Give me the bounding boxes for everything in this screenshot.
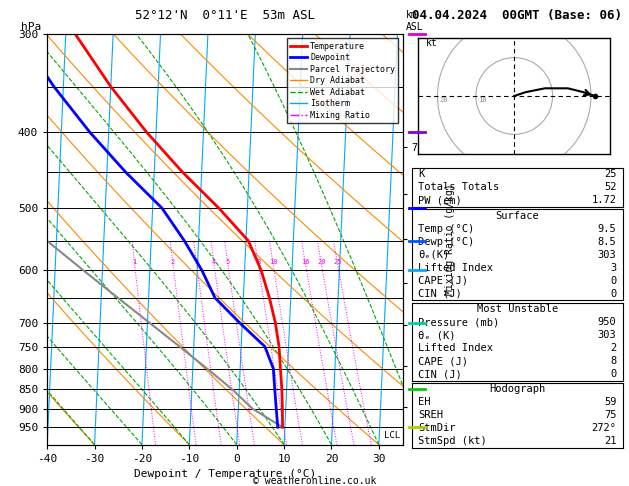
X-axis label: Dewpoint / Temperature (°C): Dewpoint / Temperature (°C) <box>134 469 316 479</box>
Text: θₑ(K): θₑ(K) <box>418 250 450 260</box>
Text: 75: 75 <box>604 411 616 420</box>
Text: Pressure (mb): Pressure (mb) <box>418 317 499 327</box>
Text: 8: 8 <box>610 356 616 366</box>
Text: Surface: Surface <box>496 210 539 221</box>
Text: Dewp (°C): Dewp (°C) <box>418 237 474 246</box>
Text: CIN (J): CIN (J) <box>418 289 462 298</box>
Text: 272°: 272° <box>591 423 616 434</box>
Text: Lifted Index: Lifted Index <box>418 262 493 273</box>
Text: 3: 3 <box>194 259 199 265</box>
Text: CIN (J): CIN (J) <box>418 369 462 379</box>
Text: 8: 8 <box>256 259 260 265</box>
Text: 52: 52 <box>604 182 616 192</box>
Text: Totals Totals: Totals Totals <box>418 182 499 192</box>
Text: 2: 2 <box>171 259 175 265</box>
Text: 2: 2 <box>610 343 616 353</box>
Text: Most Unstable: Most Unstable <box>477 304 558 314</box>
Text: 21: 21 <box>604 436 616 447</box>
Text: 303: 303 <box>598 250 616 260</box>
Text: 0: 0 <box>610 289 616 298</box>
Text: 52°12'N  0°11'E  53m ASL: 52°12'N 0°11'E 53m ASL <box>135 9 315 22</box>
Text: 0: 0 <box>610 369 616 379</box>
Text: CAPE (J): CAPE (J) <box>418 276 469 286</box>
Text: 25: 25 <box>333 259 342 265</box>
Text: 1: 1 <box>133 259 137 265</box>
Text: 0: 0 <box>610 276 616 286</box>
Text: 20: 20 <box>317 259 326 265</box>
Text: 1.72: 1.72 <box>591 195 616 205</box>
Text: EH: EH <box>418 398 431 407</box>
Text: 9.5: 9.5 <box>598 224 616 234</box>
Text: © weatheronline.co.uk: © weatheronline.co.uk <box>253 476 376 486</box>
Text: 4: 4 <box>212 259 216 265</box>
Text: CAPE (J): CAPE (J) <box>418 356 469 366</box>
Text: kt: kt <box>426 38 438 48</box>
Text: SREH: SREH <box>418 411 443 420</box>
Text: km
ASL: km ASL <box>406 10 423 32</box>
Text: 3: 3 <box>610 262 616 273</box>
Text: 5: 5 <box>226 259 230 265</box>
Text: 303: 303 <box>598 330 616 340</box>
Text: StmDir: StmDir <box>418 423 456 434</box>
Text: 10: 10 <box>269 259 277 265</box>
Text: 8.5: 8.5 <box>598 237 616 246</box>
Text: 04.04.2024  00GMT (Base: 06): 04.04.2024 00GMT (Base: 06) <box>412 9 622 22</box>
Text: Temp (°C): Temp (°C) <box>418 224 474 234</box>
Text: 59: 59 <box>604 398 616 407</box>
Text: 25: 25 <box>604 169 616 179</box>
Text: StmSpd (kt): StmSpd (kt) <box>418 436 487 447</box>
Text: 10: 10 <box>478 97 486 103</box>
Text: θₑ (K): θₑ (K) <box>418 330 456 340</box>
Text: Hodograph: Hodograph <box>489 384 545 395</box>
Text: LCL: LCL <box>384 431 400 440</box>
Text: 950: 950 <box>598 317 616 327</box>
Text: Lifted Index: Lifted Index <box>418 343 493 353</box>
Text: PW (cm): PW (cm) <box>418 195 462 205</box>
Legend: Temperature, Dewpoint, Parcel Trajectory, Dry Adiabat, Wet Adiabat, Isotherm, Mi: Temperature, Dewpoint, Parcel Trajectory… <box>287 38 398 123</box>
Text: Mixing Ratio (g/kg): Mixing Ratio (g/kg) <box>445 184 455 295</box>
Text: 16: 16 <box>301 259 310 265</box>
Text: K: K <box>418 169 425 179</box>
Text: hPa: hPa <box>21 21 41 32</box>
Text: 20: 20 <box>440 97 448 103</box>
